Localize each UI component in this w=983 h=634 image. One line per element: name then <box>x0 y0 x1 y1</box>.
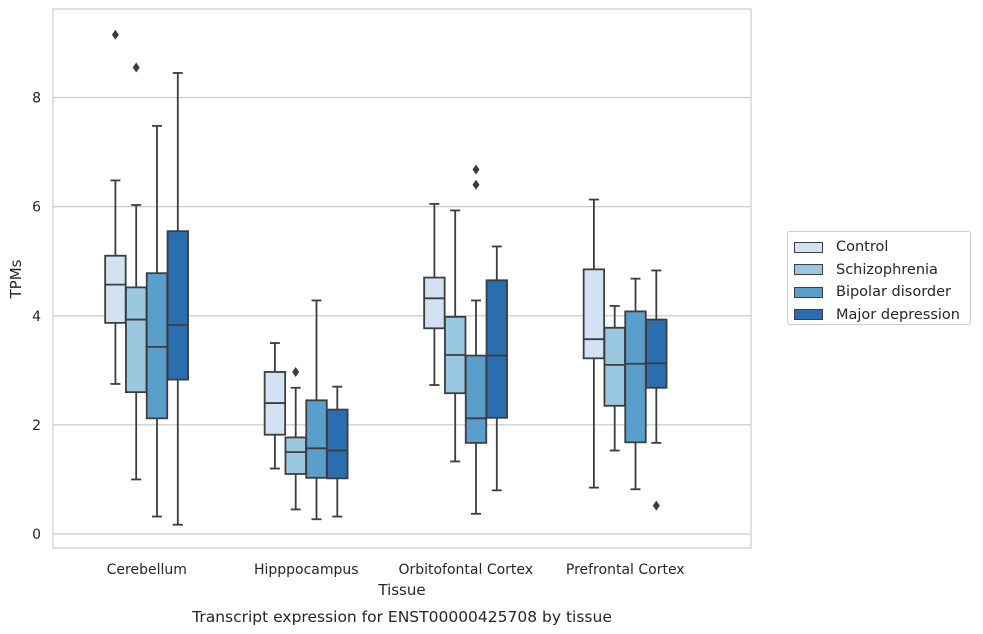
legend-item: Major depression <box>794 304 970 327</box>
box-group <box>582 198 606 489</box>
box-iqr <box>166 230 189 381</box>
legend-label: Major depression <box>836 306 960 323</box>
box-group <box>125 62 148 481</box>
chart-caption: Transcript expression for ENST0000042570… <box>191 608 612 626</box>
legend-item: Bipolar disorder <box>794 281 970 304</box>
box-group <box>485 245 508 492</box>
legend-label: Schizophrenia <box>836 261 938 278</box>
box-iqr <box>582 268 606 360</box>
y-tick-label: 4 <box>32 309 41 325</box>
box-iqr <box>284 436 307 475</box>
box-group <box>263 342 287 470</box>
legend-swatch <box>794 264 823 276</box>
box-iqr <box>305 399 328 479</box>
box-group <box>166 72 189 526</box>
x-tick-label: Cerebellum <box>107 562 187 578</box>
legend-swatch <box>794 309 823 321</box>
box-iqr <box>464 354 488 444</box>
y-tick-label: 6 <box>32 200 41 216</box>
y-tick-label: 2 <box>32 418 41 434</box>
outlier-point <box>111 29 119 40</box>
box-iqr <box>645 318 668 389</box>
x-tick-label: Orbitofontal Cortex <box>398 562 533 578</box>
box-group <box>284 366 307 511</box>
y-tick-labels: 0 2 4 6 8 <box>32 91 41 544</box>
box-group <box>305 299 328 521</box>
box-group <box>624 277 647 491</box>
outlier-point <box>132 62 140 73</box>
box-iqr <box>485 279 508 419</box>
legend-item: Schizophrenia <box>794 259 970 282</box>
y-axis-title: TPMs <box>7 259 25 299</box>
y-tick-label: 0 <box>32 527 41 543</box>
legend: Control Schizophrenia Bipolar disorder Majo… <box>787 231 971 325</box>
box-group <box>464 164 488 515</box>
outlier-point <box>292 366 300 377</box>
box-group <box>326 385 349 518</box>
outlier-point <box>652 500 660 511</box>
box-group <box>423 202 446 386</box>
legend-swatch <box>794 286 823 298</box>
x-tick-labels: Cerebellum Hipppocampus Orbitofontal Corte… <box>107 562 685 578</box>
x-tick-label: Hipppocampus <box>254 562 359 578</box>
box-iqr <box>145 272 169 420</box>
box-iqr <box>326 408 349 480</box>
outlier-point <box>472 179 480 190</box>
box-group <box>145 124 169 518</box>
boxes <box>104 29 668 526</box>
x-tick-label: Prefrontal Cortex <box>566 562 685 578</box>
box-iqr <box>603 326 626 407</box>
x-axis-title: Tissue <box>377 581 425 599</box>
legend-swatch <box>794 241 823 253</box>
outlier-point <box>472 164 480 175</box>
legend-item: Control <box>794 236 970 259</box>
box-group <box>603 305 626 452</box>
legend-label: Bipolar disorder <box>836 284 951 301</box>
y-tick-label: 8 <box>32 91 41 107</box>
box-group <box>444 209 467 463</box>
box-group <box>645 269 668 511</box>
box-iqr <box>624 310 647 444</box>
plot-frame <box>52 8 752 549</box>
box-iqr <box>125 286 148 394</box>
box-iqr <box>423 276 446 330</box>
legend-label: Control <box>836 239 889 256</box>
box-iqr <box>104 254 127 324</box>
